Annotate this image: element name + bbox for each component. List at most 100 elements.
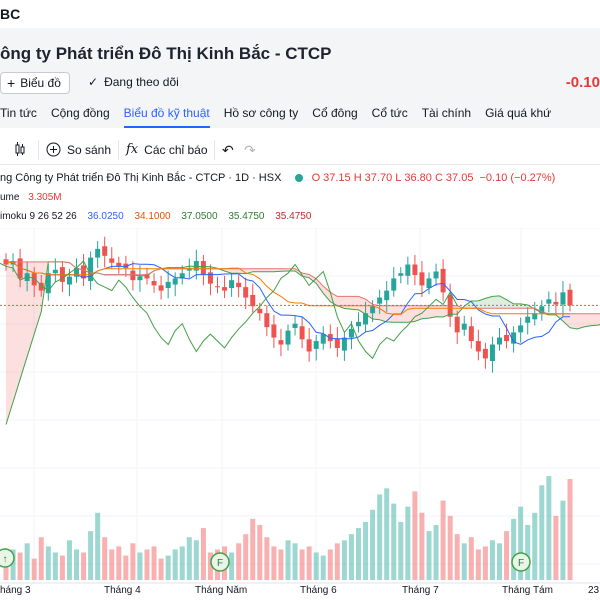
cloud-segment [562,313,570,328]
cloud-segment [591,313,599,326]
cloud-segment [436,305,444,318]
volume-bar [489,540,495,580]
candle-body [461,323,467,330]
candle-body [482,348,488,359]
tab-dividends[interactable]: Cổ tức [371,106,408,120]
tab-company-profile[interactable]: Hồ sơ công ty [223,106,299,120]
cloud-segment [20,261,28,380]
candle-body [306,339,312,352]
candle-body [285,330,291,345]
x-axis-label: 23 [588,585,600,596]
base-line [5,261,570,315]
cloud-segment [492,295,500,309]
indicators-button[interactable]: fx Các chỉ báo [126,142,208,157]
cloud-segment [344,296,352,310]
candle-body [52,269,58,274]
undo-button[interactable]: ↶ [222,142,234,159]
candle-body [250,294,256,307]
redo-button[interactable]: ↷ [244,142,256,159]
financial-report-marker-icon [511,552,531,572]
volume-bar [334,543,340,580]
cloud-segment [351,296,359,310]
tab-shareholders[interactable]: Cổ đông [312,106,358,120]
candle-body [200,261,206,275]
candle-body [45,273,51,294]
price-chart[interactable]: ↑ F F háng 3 Tháng 4 Tháng Năm Tháng 6 Tháng 7… [0,228,600,600]
volume-bar [447,515,453,580]
ichimoku-span-b: 35.4750 [275,211,312,222]
tab-price-history[interactable]: Giá quá khứ [485,106,552,120]
volume-bar [229,552,235,580]
candle-body [236,282,242,288]
volume-bar [151,546,157,580]
volume-bar [74,549,79,580]
volume-bar [433,525,439,580]
volume-bar [236,543,242,580]
volume-bar [38,537,44,580]
indicators-label: Các chỉ báo [144,142,208,157]
volume-bar [539,485,545,580]
cloud-segment [471,300,479,309]
candle-style-button[interactable] [14,142,26,156]
volume-bar [327,549,333,580]
volume-bar [468,537,474,580]
candle-body [553,301,559,305]
cloud-segment [231,268,239,274]
volume-bar [200,528,206,580]
candle-body [440,268,446,293]
event-markers: ↑ F F [0,548,531,572]
tab-bar: Tin tức Cộng đồng Biểu đồ kỹ thuật Hồ sơ… [0,100,600,128]
volume-bar [257,525,263,580]
volume-bar [454,534,460,580]
chart-grid [0,228,600,583]
volume-bar [398,521,404,580]
cloud-segment [238,268,246,274]
volume-bar [285,540,291,580]
volume-bar [31,558,37,580]
financial-report-marker-icon [210,552,230,572]
volume-legend: ume 3.305M [0,192,62,203]
marker-glyph: F [518,558,524,569]
volume-bar [179,546,185,580]
candle-body [172,278,178,285]
tab-financials[interactable]: Tài chính [421,106,472,120]
chart-button[interactable]: + Biểu đồ [0,72,70,94]
ichimoku-legend: imoku 9 26 52 26 36.0250 34.1000 37.0500… [0,211,311,222]
cloud-segment [421,305,429,319]
candle-body [264,313,270,328]
cloud-segment [513,303,521,309]
volume-bar [66,540,72,580]
candle-body [525,316,531,323]
candle-body [88,257,94,282]
tab-technical-chart[interactable]: Biểu đồ kỹ thuật [123,100,210,128]
candle-body [489,344,495,362]
candle-body [567,289,573,306]
tab-news[interactable]: Tin tức [0,106,37,120]
cloud-segment [13,261,21,402]
x-axis-labels: háng 3 Tháng 4 Tháng Năm Tháng 6 Tháng 7 Thán… [0,585,600,596]
tab-community[interactable]: Cộng đồng [50,106,110,120]
plus-icon: + [7,75,16,91]
stock-header [0,28,600,128]
volume-bar [504,531,510,580]
volume-bar [518,506,524,580]
candle-body [165,281,171,288]
volume-bar [553,515,559,580]
follow-button[interactable]: ✓ Đang theo dõi [88,75,179,89]
volume-bar [475,549,481,580]
candle-body [278,340,284,345]
ichimoku-span-a: 35.4750 [228,211,265,222]
compare-label: So sánh [67,142,112,157]
candle-body [504,334,510,342]
compare-button[interactable]: So sánh [46,142,111,157]
follow-label: Đang theo dõi [104,75,179,89]
volume-bar [377,494,383,580]
candle-body [419,272,425,286]
volume-bar [137,552,143,580]
volume-bar [59,555,65,580]
cloud-segment [252,268,260,272]
cloud-segment [485,296,493,309]
candle-body [412,264,418,275]
candle-body [144,274,150,279]
volume-bar [165,555,171,580]
